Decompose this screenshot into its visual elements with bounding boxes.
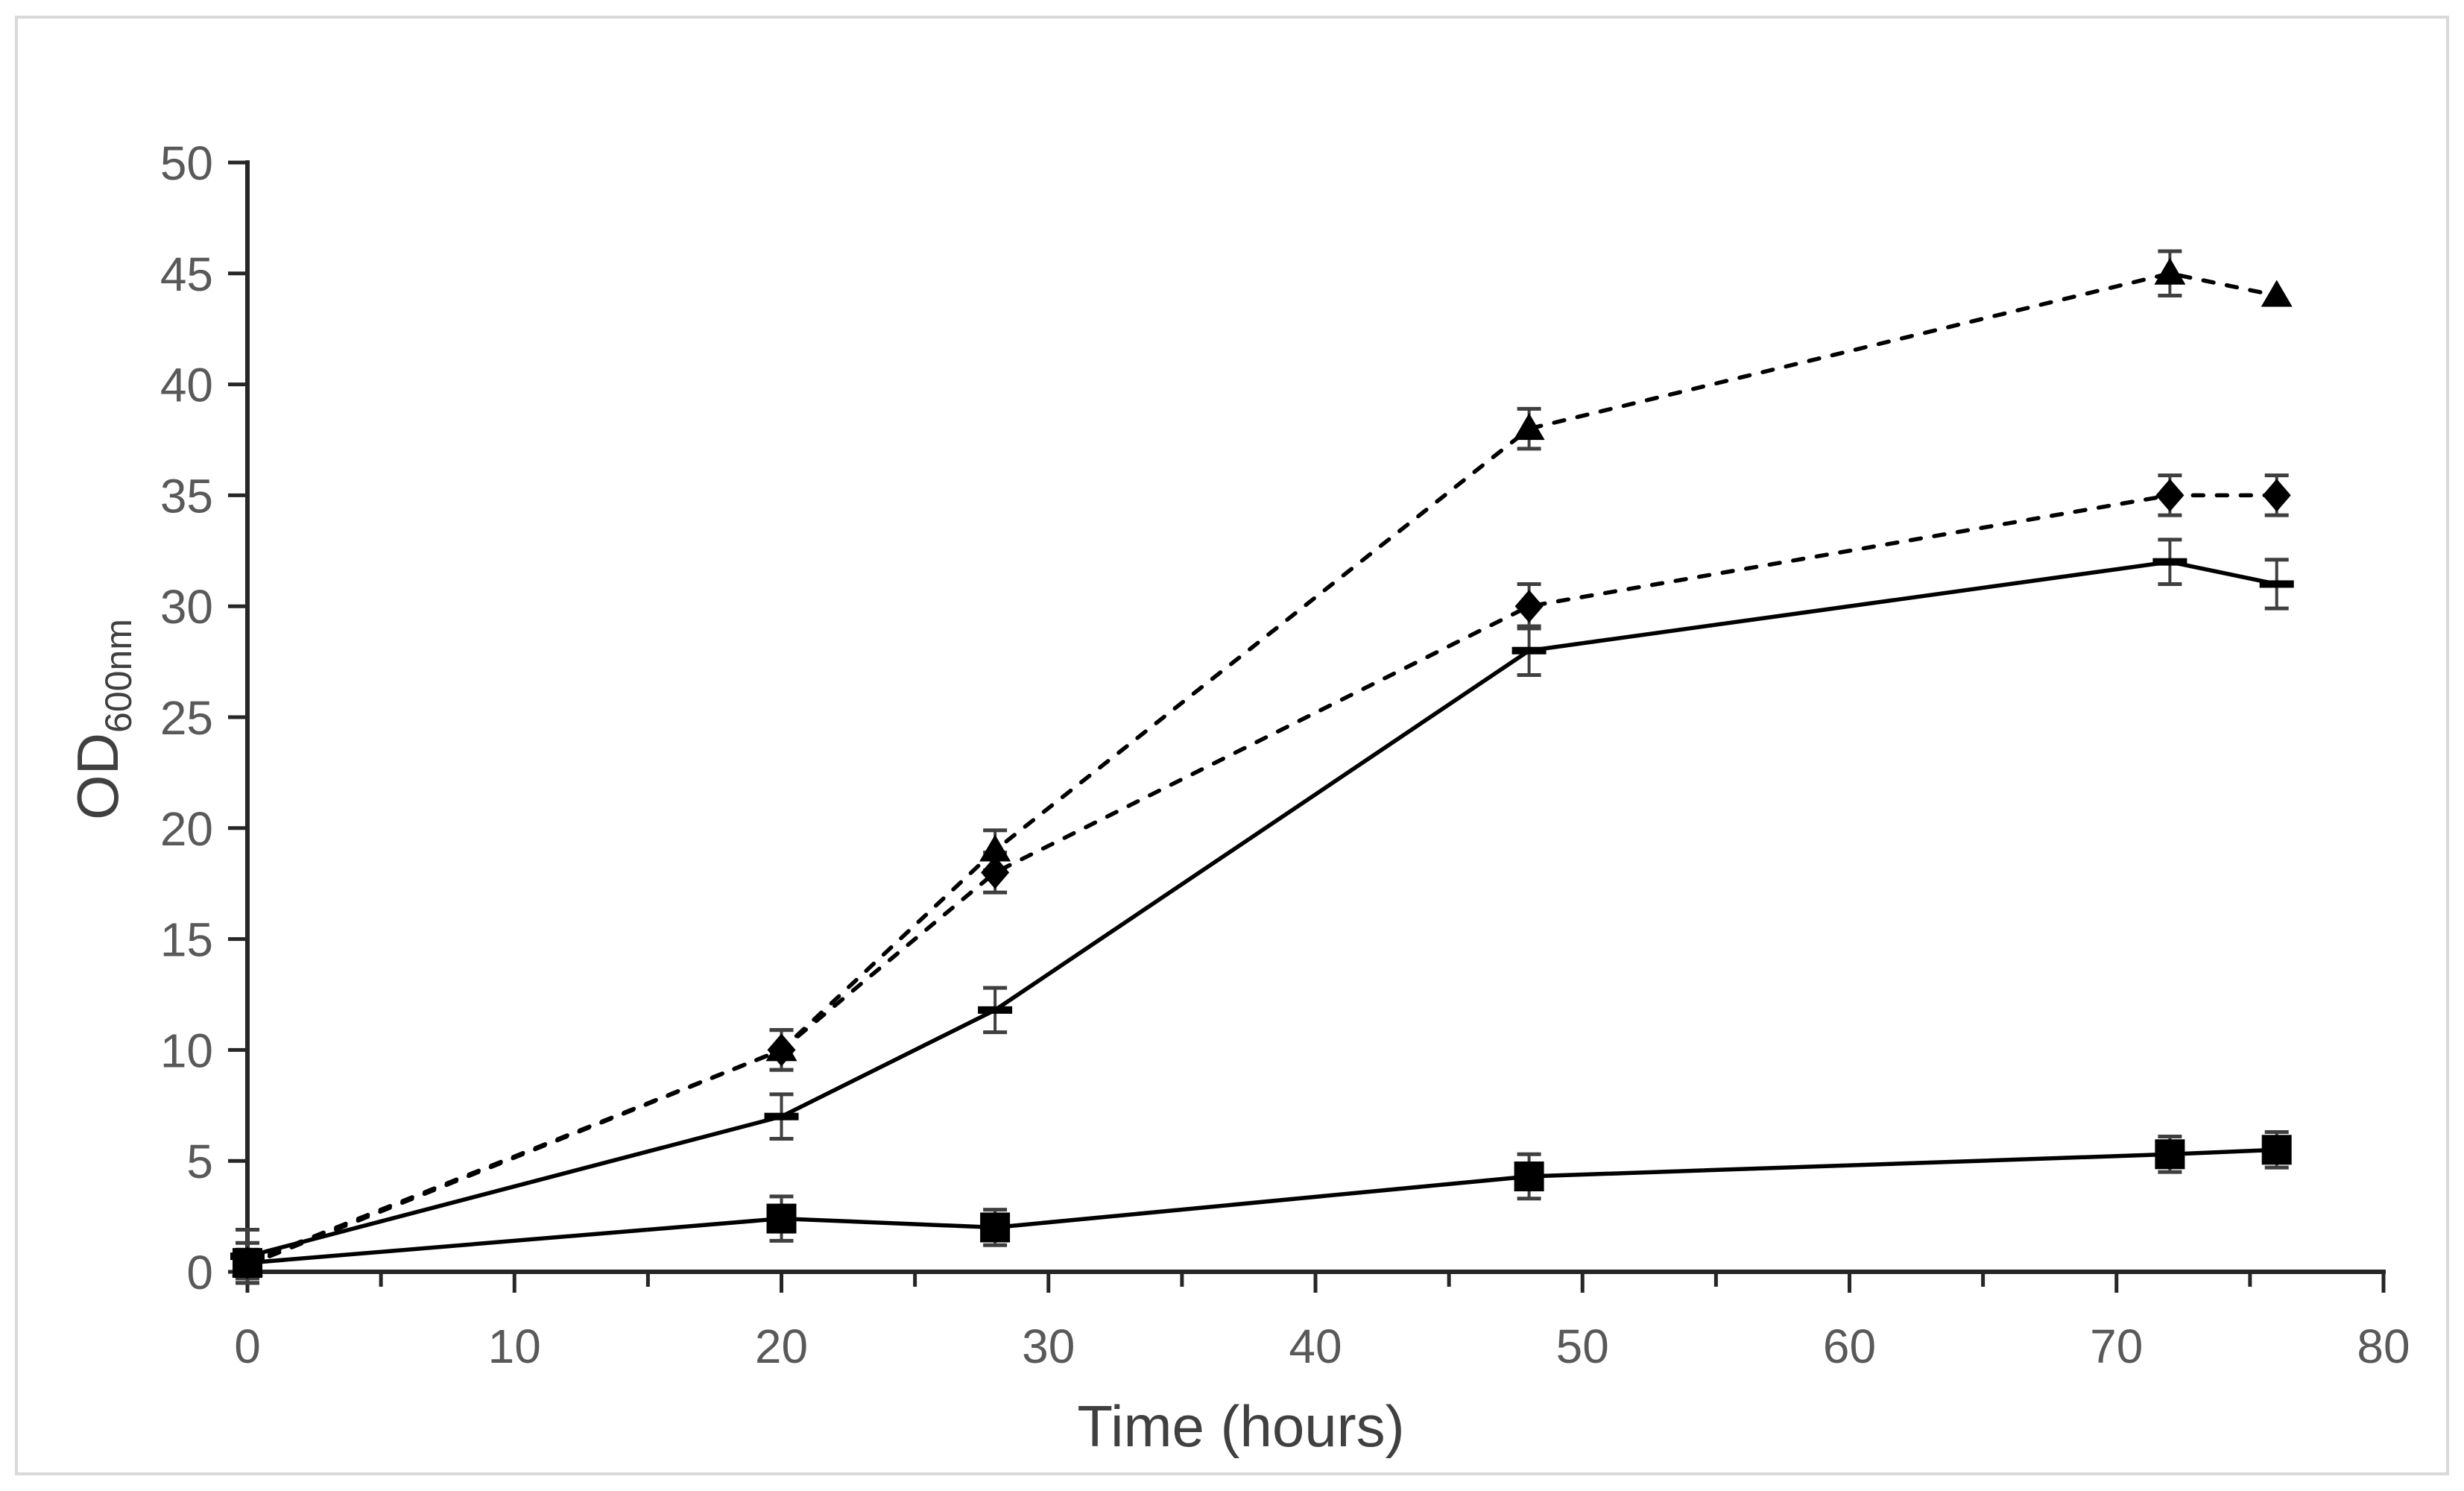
series-line-dash-solid — [247, 559, 2278, 1258]
marker-triangle — [2261, 280, 2293, 307]
series-line-triangle-dashed — [245, 271, 2279, 1267]
y-tick-label: 15 — [160, 913, 213, 967]
series-line-diamond-dashed — [245, 493, 2279, 1265]
y-tick-label: 50 — [160, 136, 213, 190]
x-axis-title: Time (hours) — [1077, 1393, 1404, 1459]
y-tick-label: 20 — [160, 802, 213, 856]
axes-layer — [228, 160, 2386, 1293]
x-tick-label: 70 — [2090, 1320, 2143, 1373]
series-line-square-solid — [247, 1147, 2277, 1265]
marker-square — [2261, 1135, 2292, 1165]
y-tick-label: 30 — [160, 580, 213, 634]
marker-square — [1514, 1161, 1544, 1192]
y-tick-label: 35 — [160, 469, 213, 523]
x-tick-label: 50 — [1556, 1320, 1609, 1373]
y-axis-title: OD600nm — [65, 619, 139, 820]
marker-triangle — [2154, 257, 2186, 285]
error-bars-layer — [236, 249, 2289, 1285]
x-tick-label: 30 — [1022, 1320, 1075, 1373]
marker-diamond — [2262, 479, 2291, 512]
marker-triangle — [1513, 413, 1545, 441]
marker-square — [980, 1212, 1011, 1243]
marker-triangle — [979, 834, 1011, 862]
x-tick-label: 80 — [2357, 1320, 2410, 1373]
y-tick-label: 10 — [160, 1024, 213, 1077]
y-tick-label: 0 — [186, 1246, 213, 1299]
y-axis-title-subscript: 600nm — [98, 619, 139, 733]
marker-diamond — [1514, 590, 1544, 623]
x-tick-label: 60 — [1823, 1320, 1876, 1373]
marker-dash — [1511, 646, 1547, 655]
marker-diamond — [2155, 479, 2185, 512]
marker-square — [2155, 1139, 2185, 1170]
figure-border — [15, 16, 2449, 1475]
x-tick-label: 40 — [1289, 1320, 1342, 1373]
marker-dash — [764, 1112, 799, 1120]
marker-diamond — [767, 1033, 796, 1067]
marker-square — [233, 1248, 262, 1279]
tick-labels-layer: 0 10 20 30 40 50 60 70 80 0 5 10 15 20 25 30 35 40 45 50 — [160, 136, 2410, 1373]
x-tick-label: 10 — [488, 1320, 541, 1373]
y-tick-label: 25 — [160, 691, 213, 745]
y-tick-label: 5 — [186, 1135, 213, 1188]
y-tick-label: 40 — [160, 359, 213, 412]
series-lines-layer — [245, 271, 2279, 1267]
marker-diamond — [981, 856, 1010, 889]
y-tick-label: 45 — [160, 248, 213, 301]
marker-dash — [978, 1006, 1013, 1014]
marker-dash — [2259, 580, 2294, 588]
marker-dash — [2152, 558, 2187, 566]
x-tick-label: 20 — [755, 1320, 808, 1373]
marker-square — [766, 1203, 797, 1234]
series-markers-layer — [230, 257, 2294, 1280]
y-axis-title-main: OD — [65, 733, 130, 820]
x-tick-label: 0 — [234, 1320, 261, 1373]
